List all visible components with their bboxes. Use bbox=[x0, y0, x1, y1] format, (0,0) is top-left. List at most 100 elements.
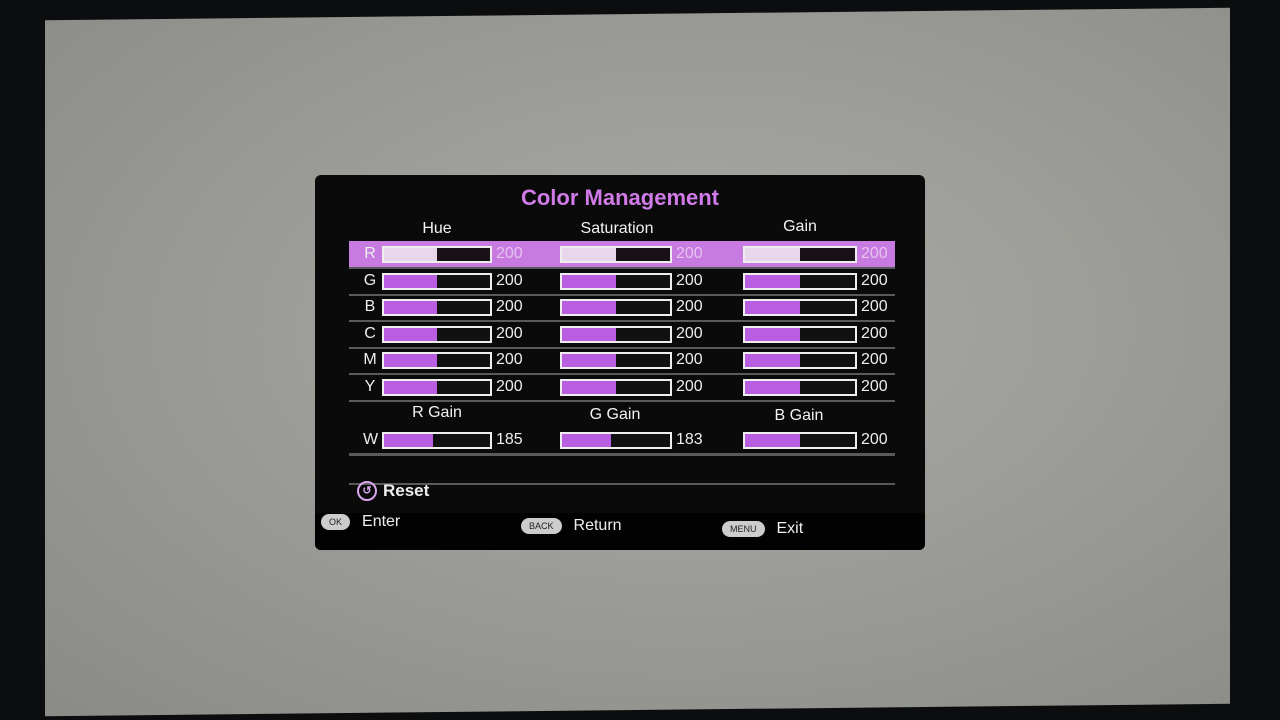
slider-hue[interactable] bbox=[382, 299, 492, 317]
slider-value: 200 bbox=[496, 245, 523, 262]
slider-fill bbox=[745, 301, 800, 315]
slider-value: 200 bbox=[861, 271, 888, 289]
slider-value: 200 bbox=[496, 324, 523, 342]
slider-gain[interactable] bbox=[743, 299, 857, 317]
slider-value: 185 bbox=[496, 431, 523, 448]
slider-fill bbox=[562, 301, 616, 315]
slider-value: 200 bbox=[496, 298, 523, 316]
slider-gain[interactable] bbox=[743, 272, 857, 290]
slider-fill bbox=[384, 354, 437, 368]
slider-saturation[interactable] bbox=[560, 379, 672, 396]
slider-value: 200 bbox=[676, 245, 703, 262]
divider bbox=[349, 373, 895, 376]
slider-gain[interactable] bbox=[743, 352, 857, 370]
slider-saturation[interactable] bbox=[560, 325, 672, 343]
row-m[interactable]: M 200 200 200 bbox=[349, 347, 895, 373]
slider-fill bbox=[562, 274, 616, 288]
slider-hue[interactable] bbox=[382, 352, 492, 370]
row-label: G bbox=[363, 271, 377, 289]
hint-label: Enter bbox=[362, 513, 401, 530]
slider-value: 200 bbox=[676, 271, 703, 289]
slider-hue[interactable] bbox=[382, 246, 492, 263]
slider-fill bbox=[562, 354, 616, 368]
column-header-gain: Gain bbox=[783, 218, 817, 235]
menu-key-icon: MENU bbox=[722, 521, 765, 537]
slider-fill bbox=[562, 327, 616, 341]
row-g[interactable]: G 200 200 200 bbox=[349, 268, 895, 294]
slider-value: 200 bbox=[861, 378, 888, 395]
slider-fill bbox=[745, 354, 800, 368]
row-r[interactable]: R 200 200 200 bbox=[349, 241, 895, 267]
slider-gain[interactable] bbox=[743, 432, 857, 449]
slider-saturation[interactable] bbox=[560, 432, 672, 449]
row-label: M bbox=[363, 351, 377, 369]
divider bbox=[349, 267, 895, 269]
slider-fill bbox=[745, 327, 800, 341]
slider-value: 200 bbox=[676, 324, 703, 342]
slider-value: 200 bbox=[496, 271, 523, 289]
hint-label: Exit bbox=[776, 520, 804, 537]
menu-title: Color Management bbox=[520, 185, 720, 210]
column-header-b-gain: B Gain bbox=[774, 407, 824, 424]
divider bbox=[349, 346, 895, 349]
slider-fill bbox=[562, 434, 612, 447]
slider-gain[interactable] bbox=[743, 246, 857, 263]
slider-fill bbox=[384, 327, 437, 341]
slider-value: 183 bbox=[676, 431, 703, 448]
slider-fill bbox=[745, 434, 800, 447]
slider-hue[interactable] bbox=[382, 379, 492, 396]
slider-value: 200 bbox=[676, 298, 703, 316]
row-c[interactable]: C 200 200 200 bbox=[349, 321, 895, 347]
hint-exit: MENU Exit bbox=[722, 520, 803, 538]
slider-value: 200 bbox=[676, 351, 703, 369]
slider-gain[interactable] bbox=[743, 325, 857, 343]
row-label: W bbox=[363, 431, 379, 448]
slider-hue[interactable] bbox=[382, 432, 492, 449]
hint-label: Return bbox=[573, 517, 622, 534]
hint-enter: OK Enter bbox=[321, 513, 400, 531]
divider bbox=[349, 400, 895, 402]
slider-fill bbox=[384, 301, 437, 315]
row-b[interactable]: B 200 200 200 bbox=[349, 294, 895, 320]
slider-hue[interactable] bbox=[382, 325, 492, 343]
divider bbox=[349, 483, 895, 485]
row-label: B bbox=[364, 298, 376, 316]
slider-value: 200 bbox=[861, 324, 888, 342]
row-white-balance[interactable]: W 185 183 200 bbox=[349, 427, 895, 453]
slider-saturation[interactable] bbox=[560, 246, 672, 263]
slider-value: 200 bbox=[676, 378, 703, 395]
row-y[interactable]: Y 200 200 200 bbox=[349, 374, 895, 400]
column-header-saturation: Saturation bbox=[580, 220, 654, 237]
color-management-menu: Color Management Hue Saturation Gain R 20… bbox=[315, 175, 925, 550]
slider-saturation[interactable] bbox=[560, 352, 672, 370]
slider-value: 200 bbox=[496, 378, 523, 395]
hint-return: BACK Return bbox=[521, 517, 622, 535]
slider-fill bbox=[562, 381, 616, 394]
slider-hue[interactable] bbox=[382, 272, 492, 290]
slider-fill bbox=[384, 381, 437, 394]
reset-icon: ↺ bbox=[357, 481, 377, 501]
row-label: C bbox=[364, 324, 376, 342]
row-label: Y bbox=[364, 378, 376, 395]
footer-hints: OK Enter BACK Return MENU Exit bbox=[315, 513, 925, 550]
slider-saturation[interactable] bbox=[560, 299, 672, 317]
slider-fill bbox=[384, 434, 434, 447]
slider-value: 200 bbox=[496, 351, 523, 369]
reset-button[interactable]: ↺ Reset bbox=[357, 481, 429, 501]
divider bbox=[349, 293, 895, 296]
slider-fill bbox=[562, 248, 616, 261]
slider-value: 200 bbox=[861, 298, 888, 316]
slider-fill bbox=[745, 381, 800, 394]
slider-value: 200 bbox=[861, 431, 888, 448]
reset-label: Reset bbox=[383, 481, 430, 500]
slider-fill bbox=[384, 248, 437, 261]
ok-key-icon: OK bbox=[321, 514, 351, 530]
slider-saturation[interactable] bbox=[560, 272, 672, 290]
slider-gain[interactable] bbox=[743, 379, 857, 396]
slider-fill bbox=[384, 274, 437, 288]
divider bbox=[349, 320, 895, 323]
slider-fill bbox=[745, 248, 800, 261]
row-label: R bbox=[364, 245, 376, 262]
column-header-hue: Hue bbox=[422, 220, 452, 237]
slider-fill bbox=[745, 274, 800, 288]
